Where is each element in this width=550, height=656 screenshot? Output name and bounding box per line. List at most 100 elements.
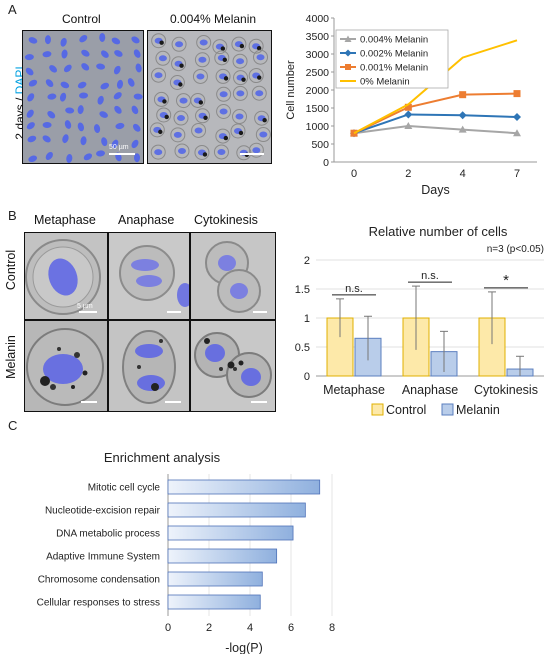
cell-outline [231, 36, 247, 52]
cell-outline [251, 85, 267, 101]
cell-outline [232, 85, 248, 101]
nucleus [42, 121, 52, 128]
nucleus [158, 55, 167, 62]
nucleus [131, 36, 140, 44]
micrograph-melanin [147, 30, 272, 164]
y-tick-label: 0 [323, 157, 329, 169]
cell-outline [151, 67, 167, 83]
nucleus [256, 54, 265, 61]
nucleus [131, 105, 139, 115]
cell-outline [216, 86, 232, 102]
nucleus [27, 135, 37, 143]
nucleus [133, 93, 143, 100]
nucleus [81, 63, 90, 71]
nucleus [199, 39, 208, 46]
cell-outline [191, 122, 207, 138]
nucleus [28, 37, 38, 44]
legend-label: Control [386, 403, 426, 417]
nucleus [45, 79, 54, 88]
panel-label-a: A [8, 2, 17, 17]
row-label-control: Control [4, 249, 18, 291]
nucleus [96, 63, 106, 70]
nucleus [96, 150, 106, 157]
legend-marker [344, 49, 352, 57]
nucleus [26, 109, 34, 118]
nucleus [64, 120, 72, 129]
cell-outline [156, 107, 172, 123]
data-point [459, 91, 467, 99]
data-point [404, 122, 413, 129]
data-point [513, 90, 521, 98]
col-label-melanin: 0.004% Melanin [170, 12, 257, 26]
category-label: DNA metabolic process [56, 529, 160, 540]
cell-outline [212, 39, 228, 55]
nucleus [113, 65, 121, 75]
data-point [404, 103, 412, 111]
x-tick-label: 0 [351, 168, 357, 180]
nucleus [42, 135, 51, 143]
bar [167, 594, 261, 610]
nucleus [113, 92, 122, 100]
nucleus [173, 131, 182, 138]
y-tick-label: 0 [304, 371, 310, 383]
enrichment-bar-chart: Enrichment analysis 0 2 4 6 8 Mitotic cell cyc… [37, 450, 335, 654]
category-label: Adaptive Immune System [46, 552, 160, 563]
cell-outline [173, 110, 189, 126]
melanin-granule [256, 45, 262, 51]
x-tick-label: 2 [405, 168, 411, 180]
melanin-granule [162, 99, 167, 104]
nucleus [49, 65, 57, 73]
nucleus [24, 54, 34, 61]
cell-outline [170, 127, 186, 143]
nucleus [175, 41, 184, 48]
nucleus [65, 107, 75, 114]
relative-cells-bar-chart: Relative number of cells n=3 (p<0.05) 0 0.5… [295, 224, 544, 417]
nucleus [80, 136, 87, 146]
nucleus [100, 50, 109, 58]
cell-outline [248, 68, 264, 84]
x-tick-label: 4 [460, 168, 466, 180]
nucleus [236, 58, 245, 65]
col-label-metaphase: Metaphase [34, 213, 96, 227]
melanin-granule [223, 135, 229, 141]
x-tick-label: Anaphase [402, 383, 458, 397]
legend-swatch [371, 403, 384, 416]
cell-outline [232, 109, 248, 125]
cell-outline [194, 144, 210, 160]
cell-outline [215, 68, 231, 84]
cell-outline [216, 104, 232, 120]
nucleus [99, 111, 108, 118]
series-line [353, 92, 518, 135]
x-tick-label: Metaphase [323, 383, 385, 397]
cell-outline [169, 74, 185, 90]
panel-label-b: B [8, 208, 17, 223]
nucleus [47, 110, 56, 119]
y-tick-label: 3500 [306, 31, 330, 43]
nucleus [219, 91, 228, 98]
cell-outline [233, 70, 249, 86]
nucleus [45, 151, 53, 161]
nucleus [63, 64, 72, 73]
nucleus [217, 148, 226, 155]
category-label: Chromosome condensation [38, 575, 160, 586]
nucleus [135, 63, 142, 73]
col-label-control: Control [62, 12, 101, 26]
legend-label: Melanin [456, 403, 500, 417]
cell-outline [149, 122, 165, 138]
x-tick-label: 7 [514, 168, 520, 180]
cell-outline [253, 49, 269, 65]
nucleus [42, 51, 52, 58]
data-point [513, 113, 521, 121]
nucleus [154, 149, 163, 156]
nucleus [100, 82, 110, 90]
nucleus [235, 113, 244, 120]
cell-outline [255, 127, 271, 143]
x-tick-label: 0 [165, 622, 171, 634]
nucleus [116, 79, 124, 89]
y-tick-label: 2 [304, 255, 310, 267]
cell-outline [248, 38, 264, 54]
y-tick-label: 500 [311, 139, 329, 151]
y-tick-label: 1 [304, 313, 310, 325]
cell-outline [153, 91, 169, 107]
series-line [353, 113, 518, 135]
